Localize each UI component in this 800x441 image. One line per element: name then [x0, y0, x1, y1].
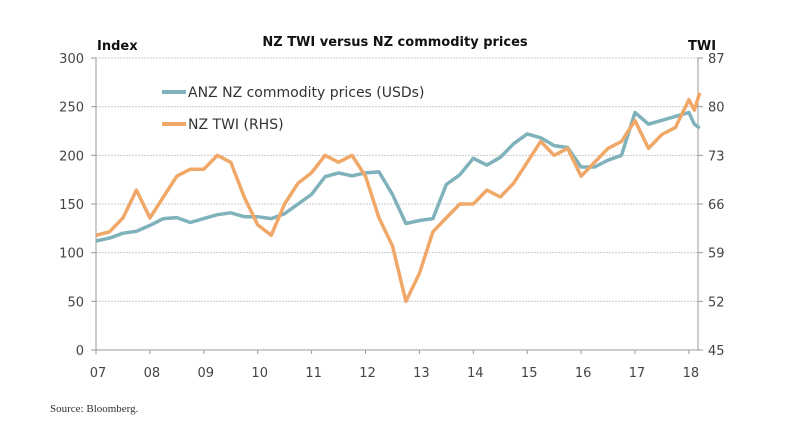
legend-label-twi: NZ TWI (RHS) [188, 117, 284, 133]
twi-line [95, 92, 702, 304]
x-tick-label: 10 [251, 366, 268, 381]
right-tick-label: 87 [708, 52, 725, 67]
x-tick-label: 09 [198, 366, 215, 381]
left-tick-label: 200 [59, 149, 84, 164]
right-tick-label: 80 [708, 101, 725, 116]
left-axis-title: Index [97, 39, 138, 54]
tick-labels: 0 50 100 150 200 250 300 45 52 59 66 73 80 87 07 08 09 10… [59, 52, 724, 381]
x-tick-label: 15 [521, 366, 538, 381]
series-lines [95, 92, 702, 304]
right-tick-label: 59 [708, 247, 725, 262]
left-tick-label: 300 [59, 52, 84, 67]
x-tick-label: 11 [305, 366, 322, 381]
right-tick-label: 45 [708, 344, 725, 359]
right-axis-title: TWI [688, 39, 716, 54]
source-note: Source: Bloomberg. [50, 403, 139, 415]
left-tick-label: 50 [67, 295, 84, 310]
left-tick-label: 100 [59, 247, 84, 262]
x-tick-label: 12 [359, 366, 376, 381]
x-tick-label: 17 [629, 366, 646, 381]
right-tick-label: 66 [708, 198, 725, 213]
x-tick-label: 07 [90, 366, 107, 381]
left-tick-label: 0 [76, 344, 84, 359]
left-tick-label: 250 [59, 101, 84, 116]
left-tick-label: 150 [59, 198, 84, 213]
x-tick-label: 08 [144, 366, 161, 381]
x-tick-label: 16 [575, 366, 592, 381]
x-tick-label: 13 [413, 366, 430, 381]
chart-title: NZ TWI versus NZ commodity prices [262, 35, 528, 50]
right-tick-label: 73 [708, 149, 725, 164]
axes [91, 57, 703, 354]
legend: ANZ NZ commodity prices (USDs) NZ TWI (R… [162, 85, 424, 133]
x-tick-label: 14 [467, 366, 484, 381]
right-tick-label: 52 [708, 295, 725, 310]
legend-label-commodity: ANZ NZ commodity prices (USDs) [188, 85, 424, 101]
commodity-prices-line [95, 110, 701, 243]
x-tick-label: 18 [683, 366, 700, 381]
